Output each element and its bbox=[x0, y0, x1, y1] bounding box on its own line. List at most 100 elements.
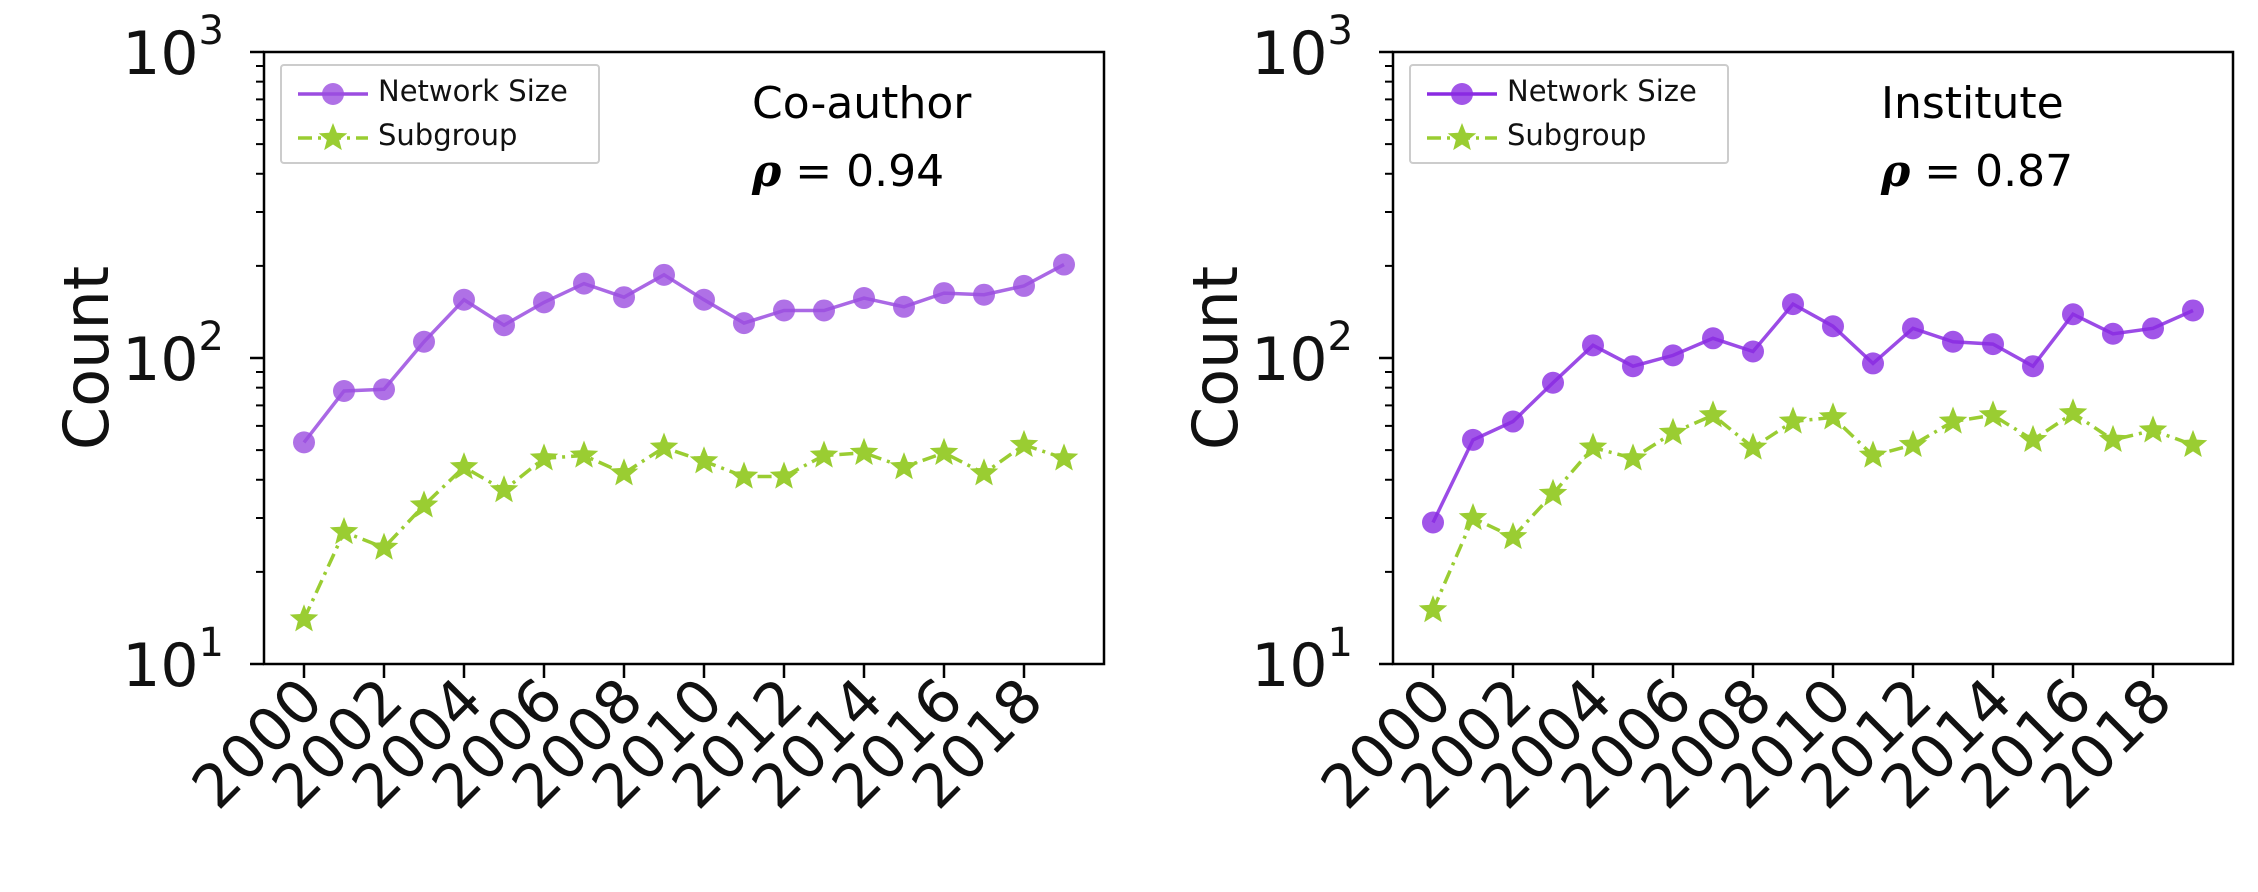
network-size-point-2000 bbox=[1422, 511, 1444, 534]
panel-title: Co-author bbox=[752, 78, 972, 129]
network-size-point-2018 bbox=[2142, 317, 2164, 340]
subgroup-point-2009 bbox=[1778, 406, 1808, 434]
rho-value: = 0.94 bbox=[781, 146, 945, 197]
subgroup-point-2015 bbox=[889, 452, 919, 480]
legend-label: Network Size bbox=[378, 74, 568, 108]
legend-swatch bbox=[298, 83, 368, 105]
y-tick-label: 102 bbox=[122, 314, 224, 395]
network-size-point-2014 bbox=[1982, 333, 2004, 356]
network-size-point-2014 bbox=[853, 287, 875, 310]
network-size-point-2011 bbox=[1862, 352, 1884, 375]
network-size-point-2003 bbox=[1542, 371, 1564, 394]
network-size-point-2011 bbox=[733, 312, 755, 335]
y-tick-label: 102 bbox=[1251, 314, 1353, 395]
subgroup-point-2006 bbox=[529, 443, 559, 471]
legend: Network Size Subgroup bbox=[280, 64, 600, 164]
subgroup-point-2008 bbox=[1738, 432, 1768, 460]
network-size-point-2015 bbox=[893, 295, 915, 318]
chart-svg: 1011021032000200220042006200820102012201… bbox=[50, 8, 1106, 823]
network-size-point-2017 bbox=[2102, 322, 2124, 345]
subgroup-point-2019 bbox=[1049, 443, 1079, 471]
network-size-point-2016 bbox=[933, 282, 955, 305]
network-size-point-2009 bbox=[653, 263, 675, 286]
network-size-point-2017 bbox=[973, 283, 995, 306]
network-size-point-2004 bbox=[1582, 334, 1604, 357]
legend: Network Size Subgroup bbox=[1409, 64, 1729, 164]
subgroup-point-2014 bbox=[849, 437, 879, 465]
network-size-point-2003 bbox=[413, 330, 435, 353]
subgroup-point-2004 bbox=[1578, 432, 1608, 460]
subgroup-point-2012 bbox=[769, 461, 799, 489]
network-size-point-2012 bbox=[1902, 317, 1924, 340]
network-size-point-2019 bbox=[2182, 299, 2204, 322]
subgroup-point-2016 bbox=[2058, 398, 2088, 426]
legend-swatch bbox=[298, 123, 368, 151]
legend-swatch bbox=[1427, 123, 1497, 151]
subgroup-point-2001 bbox=[1458, 503, 1488, 531]
network-size-point-2013 bbox=[1942, 330, 1964, 353]
subgroup-point-2007 bbox=[569, 440, 599, 468]
subgroup-point-2000 bbox=[1418, 595, 1448, 623]
y-axis-label: Count bbox=[50, 266, 123, 450]
network-size-point-2006 bbox=[533, 291, 555, 314]
network-size-point-2005 bbox=[493, 314, 515, 337]
subgroup-point-2017 bbox=[2098, 424, 2128, 453]
subgroup-point-2006 bbox=[1658, 417, 1688, 445]
network-size-point-2005 bbox=[1622, 355, 1644, 378]
legend-entry: Subgroup bbox=[1411, 118, 1727, 156]
subgroup-point-2014 bbox=[1978, 400, 2008, 428]
y-axis-label: Count bbox=[1179, 266, 1252, 450]
rho-value: = 0.87 bbox=[1910, 146, 2074, 197]
chart-svg: 1011021032000200220042006200820102012201… bbox=[1179, 8, 2235, 823]
network-size-point-2012 bbox=[773, 299, 795, 322]
subgroup-point-2008 bbox=[609, 458, 639, 486]
legend-entry: Subgroup bbox=[282, 118, 598, 156]
correlation-annotation: ρ = 0.94 bbox=[752, 146, 944, 197]
subgroup-point-2000 bbox=[289, 604, 319, 632]
y-tick-label: 101 bbox=[122, 620, 224, 701]
network-size-point-2001 bbox=[1462, 428, 1484, 451]
network-size-point-2016 bbox=[2062, 303, 2084, 326]
subgroup-point-2013 bbox=[809, 440, 839, 468]
subgroup-point-2012 bbox=[1898, 429, 1928, 458]
network-size-point-2007 bbox=[573, 272, 595, 295]
subgroup-point-2017 bbox=[969, 458, 999, 486]
network-size-point-2010 bbox=[693, 288, 715, 311]
network-size-point-2002 bbox=[373, 378, 395, 401]
network-size-point-2008 bbox=[1742, 340, 1764, 363]
subgroup-point-2004 bbox=[449, 452, 479, 480]
network-size-point-2008 bbox=[613, 286, 635, 309]
subgroup-point-2002 bbox=[369, 532, 399, 560]
chart-panel-institute: 101 102 103 2000 2002 2004 2006 2008 2010 2012 201… bbox=[1129, 0, 2258, 892]
subgroup-point-2005 bbox=[489, 475, 519, 503]
y-tick-label: 101 bbox=[1251, 620, 1353, 701]
network-size-point-2002 bbox=[1502, 410, 1524, 433]
legend-entry: Network Size bbox=[282, 74, 598, 112]
y-tick-label: 103 bbox=[1251, 8, 1353, 89]
rho-symbol: ρ bbox=[1881, 146, 1911, 197]
network-size-point-2009 bbox=[1782, 293, 1804, 316]
subgroup-point-2019 bbox=[2178, 429, 2208, 458]
network-size-point-2007 bbox=[1702, 327, 1724, 350]
network-size-point-2019 bbox=[1053, 253, 1075, 276]
subgroup-point-2007 bbox=[1698, 400, 1728, 428]
subgroup-point-2005 bbox=[1618, 443, 1648, 471]
legend-label: Network Size bbox=[1507, 74, 1697, 108]
correlation-annotation: ρ = 0.87 bbox=[1881, 146, 2073, 197]
rho-symbol: ρ bbox=[752, 146, 782, 197]
legend-label: Subgroup bbox=[378, 118, 518, 152]
network-size-point-2018 bbox=[1013, 274, 1035, 297]
subgroup-point-2010 bbox=[1818, 402, 1848, 430]
subgroup-point-2001 bbox=[329, 517, 359, 545]
network-size-point-2004 bbox=[453, 288, 475, 311]
subgroup-point-2011 bbox=[1858, 440, 1888, 468]
subgroup-point-2011 bbox=[729, 461, 759, 489]
series-line-subgroup bbox=[302, 442, 1065, 621]
network-size-point-2000 bbox=[293, 431, 315, 454]
subgroup-point-2002 bbox=[1498, 522, 1528, 550]
legend-entry: Network Size bbox=[1411, 74, 1727, 112]
subgroup-point-2009 bbox=[649, 432, 679, 460]
subgroup-point-2003 bbox=[1538, 478, 1568, 506]
subgroup-point-2018 bbox=[2138, 415, 2168, 443]
subgroup-point-2003 bbox=[409, 490, 439, 518]
